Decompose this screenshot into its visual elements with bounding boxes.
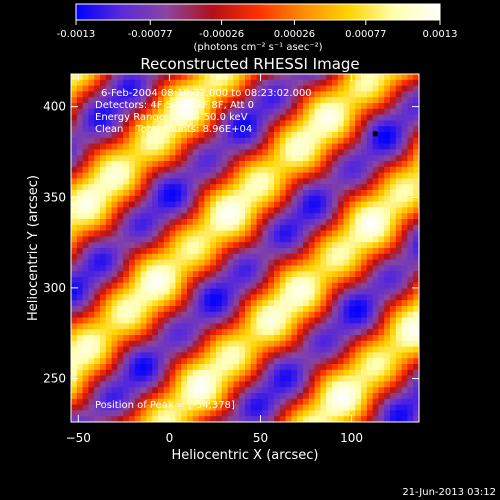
plot-frame — [70, 73, 420, 423]
x-axis-ticks — [77, 74, 353, 422]
chart-title: Reconstructed RHESSI Image — [140, 55, 359, 73]
y-axis-label: Heliocentric Y (arcsec) — [26, 175, 41, 321]
colorbar-units-label: (photons cm⁻² s⁻¹ asec⁻²) — [193, 42, 322, 53]
x-tick-label: 50 — [253, 431, 268, 445]
peak-marker — [372, 131, 378, 137]
annotation-clean-counts: Clean Total counts: 8.96E+04 — [95, 124, 252, 135]
y-tick-label: 400 — [43, 100, 66, 114]
y-tick-label: 350 — [43, 190, 66, 204]
annotation-detectors: Detectors: 4F 5F 6F 7F 8F, Att 0 — [95, 100, 254, 111]
y-tick-label: 300 — [43, 281, 66, 295]
x-axis-tick-labels: −50 0 50 100 — [66, 431, 363, 445]
colorbar-ticks — [75, 20, 441, 25]
colorbar-tick-label: -0.00077 — [128, 29, 173, 40]
footer-timestamp: 21-Jun-2013 03:12 — [402, 487, 496, 498]
annotation-peak-position: Position of Peak = [-54,378] — [95, 400, 235, 411]
x-tick-label: −50 — [66, 431, 91, 445]
colorbar-tick-label: 0.00026 — [274, 29, 315, 40]
y-axis-ticks — [71, 106, 419, 379]
annotation-time-range: 6-Feb-2004 08:18:32.000 to 08:23:02.000 — [101, 88, 312, 99]
y-axis-tick-labels: 250 300 350 400 — [43, 100, 66, 386]
y-tick-label: 250 — [43, 372, 66, 386]
colorbar-tick-label: -0.0013 — [57, 29, 96, 40]
colorbar-tick-label: 0.00077 — [345, 29, 386, 40]
heatmap-image — [71, 74, 419, 422]
colorbar-tick-label: -0.00026 — [199, 29, 244, 40]
annotation-energy-range: Energy Range: 25.0 - 50.0 keV — [95, 112, 248, 123]
colorbar — [75, 3, 441, 21]
x-axis-label: Heliocentric X (arcsec) — [172, 448, 319, 463]
colorbar-tick-labels: -0.0013 -0.00077 -0.00026 0.00026 0.00077 0.0… — [57, 29, 458, 40]
colorbar-tick-label: 0.0013 — [423, 29, 458, 40]
x-tick-label: 0 — [166, 431, 174, 445]
x-tick-label: 100 — [340, 431, 363, 445]
